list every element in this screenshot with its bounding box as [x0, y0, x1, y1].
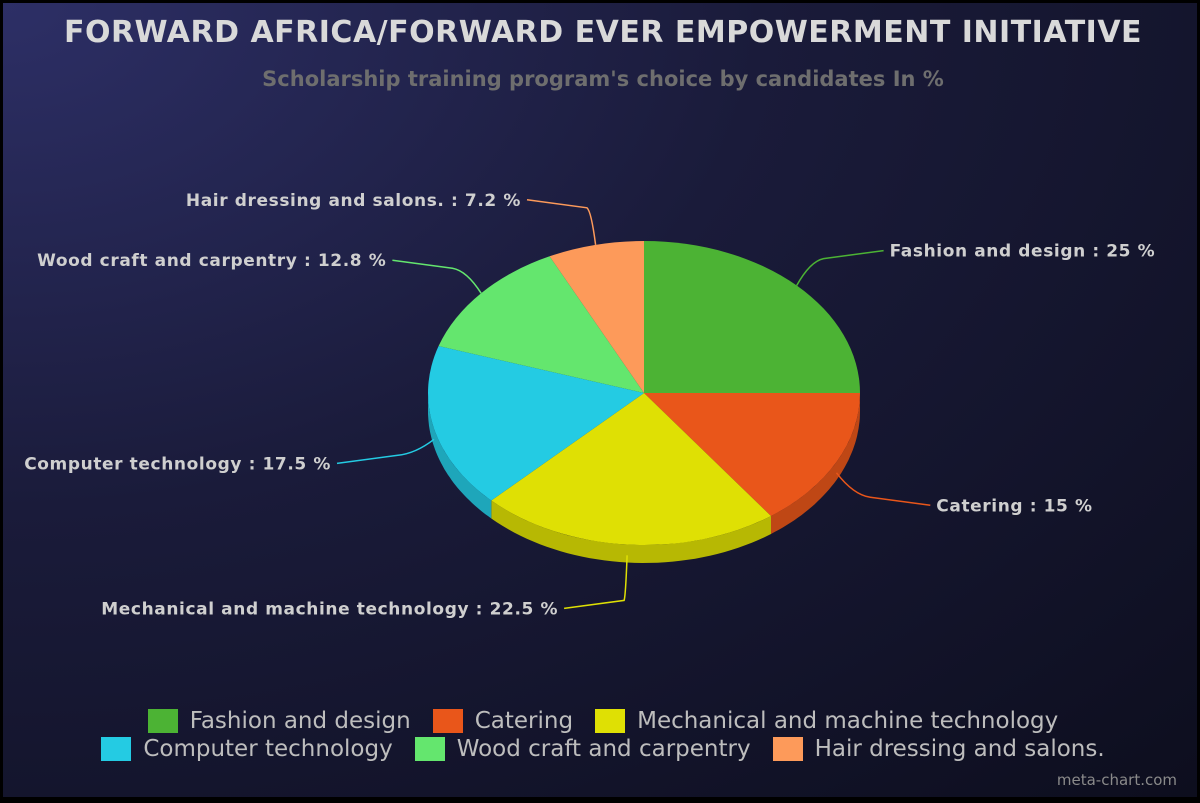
legend-label: Hair dressing and salons.	[814, 736, 1105, 762]
pie-slice	[438, 256, 644, 393]
leader-line	[796, 249, 884, 286]
legend-row: Fashion and design Catering Mechanical and…	[3, 707, 1200, 735]
legend-swatch	[414, 737, 445, 761]
legend-label: Wood craft and carpentry	[456, 736, 751, 762]
legend-swatch	[432, 709, 463, 733]
pie-slice-side	[428, 393, 492, 519]
pie-slice	[644, 393, 861, 516]
pie-slice	[549, 241, 644, 393]
legend-item: Computer technology	[101, 735, 393, 763]
chart-title: FORWARD AFRICA/FORWARD EVER EMPOWERMENT …	[63, 15, 1143, 50]
slice-label: Computer technology : 17.5 %	[24, 454, 331, 474]
pie-chart: Fashion and design : 25 % Catering : 15 %…	[24, 191, 1156, 620]
pie-slice	[428, 346, 644, 501]
legend-item: Catering	[432, 707, 574, 735]
slice-label: Mechanical and machine technology : 22.5…	[101, 599, 558, 619]
chart-legend: Fashion and design Catering Mechanical and…	[3, 707, 1200, 763]
pie-slice-side	[491, 500, 771, 563]
legend-label: Mechanical and machine technology	[637, 708, 1059, 734]
pie-slice	[491, 393, 771, 546]
legend-swatch	[595, 709, 626, 733]
slice-label: Fashion and design : 25 %	[890, 242, 1156, 262]
pie-depth	[428, 393, 860, 563]
legend-item: Wood craft and carpentry	[414, 735, 751, 763]
legend-item: Fashion and design	[147, 707, 411, 735]
pie-slice	[644, 241, 860, 393]
leader-line	[835, 472, 931, 507]
legend-swatch	[772, 737, 803, 761]
leader-line	[392, 259, 482, 294]
legend-swatch	[101, 737, 132, 761]
legend-item: Hair dressing and salons.	[772, 735, 1105, 763]
watermark: meta-chart.com	[1056, 771, 1177, 789]
legend-row: Computer technology Wood craft and carpen…	[3, 735, 1200, 763]
legend-label: Catering	[474, 708, 574, 734]
slice-label: Catering : 15 %	[936, 496, 1092, 516]
legend-label: Fashion and design	[189, 708, 411, 734]
legend-label: Computer technology	[143, 736, 393, 762]
legend-item: Mechanical and machine technology	[595, 707, 1058, 735]
slice-label: Wood craft and carpentry : 12.8 %	[37, 251, 386, 271]
chart-subtitle: Scholarship training program's choice by…	[262, 67, 944, 91]
legend-swatch	[147, 709, 178, 733]
leader-line	[526, 199, 597, 245]
pie-slice-side	[771, 393, 860, 534]
leader-line	[564, 555, 628, 610]
leader-line	[336, 438, 435, 465]
slice-label: Hair dressing and salons. : 7.2 %	[186, 191, 521, 211]
